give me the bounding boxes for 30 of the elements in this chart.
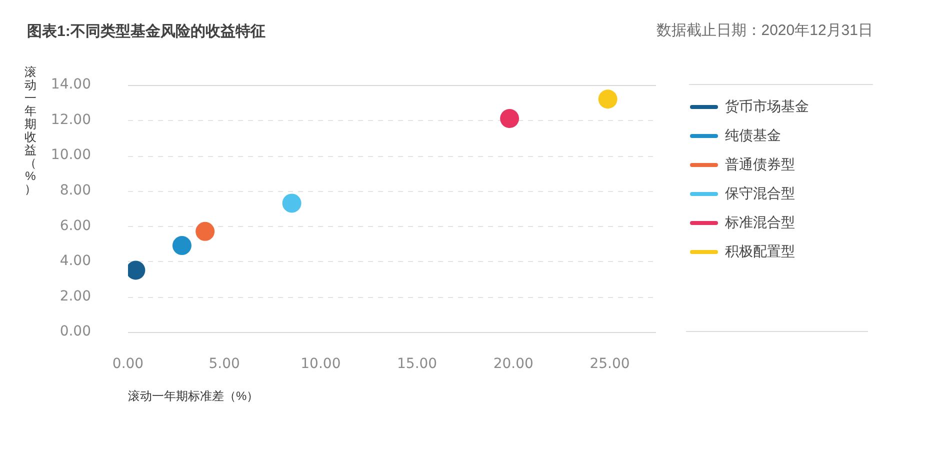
x-tick-label: 25.00 <box>590 356 630 372</box>
point <box>196 222 215 241</box>
x-tick-label: 10.00 <box>300 356 341 372</box>
y-tick-label: 8.00 <box>60 182 91 198</box>
x-axis-title: 滚动一年期标准差（%） <box>128 389 259 404</box>
legend-label: 普通债券型 <box>725 156 795 172</box>
text: 滚动一年期收益（%） <box>24 65 36 196</box>
point <box>172 236 192 256</box>
y-tick-label: 2.00 <box>60 288 91 304</box>
legend-label: 标准混合型 <box>724 214 795 230</box>
y-tick-label: 12.00 <box>50 112 91 128</box>
text: 数据截止日期：2020年12月31日 <box>656 21 873 40</box>
x-tick-label: 5.00 <box>208 356 240 372</box>
point <box>500 109 520 128</box>
x-tick-label: 15.00 <box>397 356 438 372</box>
y-tick-label: 14.00 <box>50 76 91 93</box>
x-tick-label: 0.00 <box>112 356 144 372</box>
point <box>282 194 302 213</box>
y-tick-label: 0.00 <box>60 324 91 340</box>
y-tick-label: 6.00 <box>60 218 91 234</box>
point <box>128 260 146 280</box>
legend-label: 积极配置型 <box>725 242 795 259</box>
legend-label: 货币市场基金 <box>725 98 809 114</box>
point <box>598 90 618 109</box>
legend-label: 保守混合型 <box>725 184 795 201</box>
chart-title: 图表1:不同类型基金风险的收益特征 <box>27 22 266 41</box>
y-tick-label: 10.00 <box>50 147 91 164</box>
y-tick-label: 4.00 <box>60 253 91 270</box>
x-tick-label: 20.00 <box>493 356 534 372</box>
legend-label: 纯债基金 <box>725 126 781 143</box>
